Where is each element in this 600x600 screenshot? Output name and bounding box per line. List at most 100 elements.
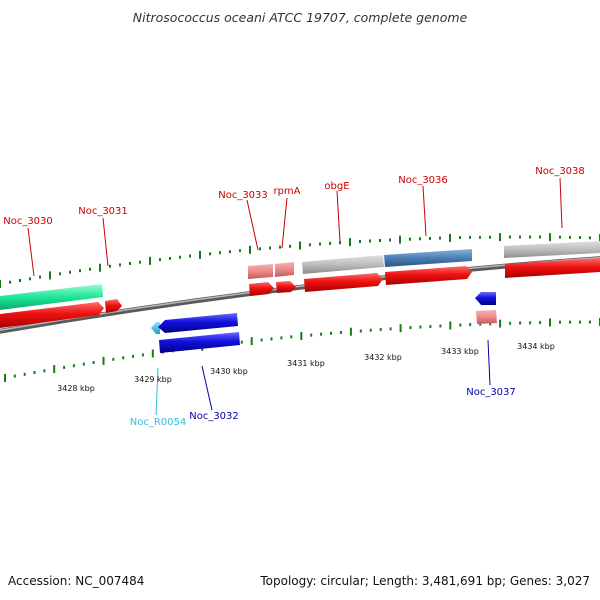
minor-tick <box>479 235 481 239</box>
feature-bar-pale-noc3033 <box>248 264 273 279</box>
minor-tick <box>43 369 46 373</box>
minor-tick <box>23 372 26 376</box>
gene-arrow-noc3036 <box>385 266 472 285</box>
minor-tick <box>489 322 492 326</box>
minor-tick <box>589 236 591 240</box>
minor-tick <box>19 279 21 282</box>
scale-label-3433: 3433 kbp <box>441 347 479 356</box>
minor-tick <box>319 242 321 246</box>
gene-label-noc_r0054: Noc_R0054 <box>130 417 187 428</box>
minor-tick <box>189 254 191 258</box>
major-tick <box>300 332 303 340</box>
feature-bar-grey-obgE <box>302 255 384 274</box>
gene-arrow-noc3037 <box>475 292 496 305</box>
minor-tick <box>409 237 411 241</box>
feature-bar-steel-noc3036 <box>384 249 472 267</box>
major-tick <box>349 327 352 336</box>
minor-tick <box>539 321 542 325</box>
major-tick <box>151 349 154 358</box>
major-tick <box>249 245 251 254</box>
minor-tick <box>379 239 381 242</box>
minor-tick <box>279 245 281 249</box>
gene-label-noc3031: Noc_3031 <box>78 206 128 217</box>
minor-tick <box>419 237 421 241</box>
major-tick <box>499 319 502 328</box>
minor-tick <box>369 239 371 243</box>
major-tick <box>549 318 551 327</box>
minor-tick <box>529 235 531 239</box>
feature-bar-pale-rpmA <box>275 262 294 277</box>
minor-tick <box>9 280 11 284</box>
minor-tick <box>569 320 571 324</box>
minor-tick <box>82 362 85 366</box>
minor-tick <box>339 331 342 334</box>
major-tick <box>349 238 351 247</box>
minor-tick <box>329 241 331 245</box>
minor-tick <box>589 320 591 324</box>
gene-arrow-obgE <box>304 273 383 292</box>
gene-label-noc3032: Noc_3032 <box>189 411 239 422</box>
major-tick <box>149 256 151 265</box>
minor-tick <box>29 277 31 281</box>
gene-label-noc3037: Noc_3037 <box>466 387 516 398</box>
gene-arrow-noc3030 <box>0 302 104 328</box>
minor-tick <box>139 260 141 264</box>
minor-tick <box>219 251 221 255</box>
minor-tick <box>409 326 412 330</box>
scale-label-3428: 3428 kbp <box>57 384 95 393</box>
scale-label-3431: 3431 kbp <box>287 359 325 368</box>
gene-label-noc3030: Noc_3030 <box>3 216 53 227</box>
label-leaders <box>27 177 563 416</box>
minor-tick <box>310 333 313 337</box>
minor-tick <box>389 238 391 242</box>
gene-bar-noc3032 <box>159 332 240 353</box>
minor-tick <box>141 353 144 357</box>
topology-summary-text: Topology: circular; Length: 3,481,691 bp… <box>259 574 590 588</box>
outer-tick-ring <box>0 233 600 288</box>
scale-label-3432: 3432 kbp <box>364 353 402 362</box>
minor-tick <box>179 255 181 259</box>
minor-tick <box>89 267 91 271</box>
minor-tick <box>469 323 472 327</box>
gene-arrow-noc3032 <box>158 313 238 333</box>
major-tick <box>399 324 402 333</box>
minor-tick <box>489 235 491 239</box>
inner-tick-ring <box>4 318 600 382</box>
minor-tick <box>519 321 522 325</box>
gene-label-noc3036: Noc_3036 <box>398 175 448 186</box>
gene-bar-pale-noc3037 <box>476 310 497 324</box>
minor-tick <box>209 252 211 256</box>
major-tick <box>49 271 51 280</box>
ncrna-arrow-noc_r0054 <box>151 322 160 334</box>
minor-tick <box>260 338 263 342</box>
minor-tick <box>559 235 561 239</box>
major-tick <box>449 321 452 330</box>
minor-tick <box>439 236 441 240</box>
accession-text: Accession: NC_007484 <box>8 574 144 588</box>
minor-tick <box>529 321 532 325</box>
major-tick <box>399 235 401 244</box>
minor-tick <box>92 361 95 364</box>
gene-arrow-noc3038 <box>505 258 600 278</box>
gene-arrow-noc3033 <box>249 282 274 296</box>
minor-tick <box>112 357 115 361</box>
feature-track-outer <box>248 241 600 279</box>
minor-tick <box>13 374 16 378</box>
major-tick <box>102 356 105 365</box>
minor-tick <box>369 328 372 332</box>
minor-tick <box>229 250 231 254</box>
minor-tick <box>459 236 461 240</box>
gene-label-rpmA: rpmA <box>273 186 300 197</box>
gene-label-noc3038: Noc_3038 <box>535 166 585 177</box>
minor-tick <box>509 321 512 325</box>
minor-tick <box>239 249 241 253</box>
minor-tick <box>469 235 471 239</box>
scale-labels: 3428 kbp 3429 kbp 3430 kbp 3431 kbp 3432… <box>57 342 555 393</box>
minor-tick <box>132 354 135 358</box>
minor-tick <box>419 325 422 329</box>
minor-tick <box>439 324 442 328</box>
minor-tick <box>569 235 571 239</box>
minor-tick <box>309 243 311 247</box>
gene-arrow-rpmA <box>276 281 296 293</box>
